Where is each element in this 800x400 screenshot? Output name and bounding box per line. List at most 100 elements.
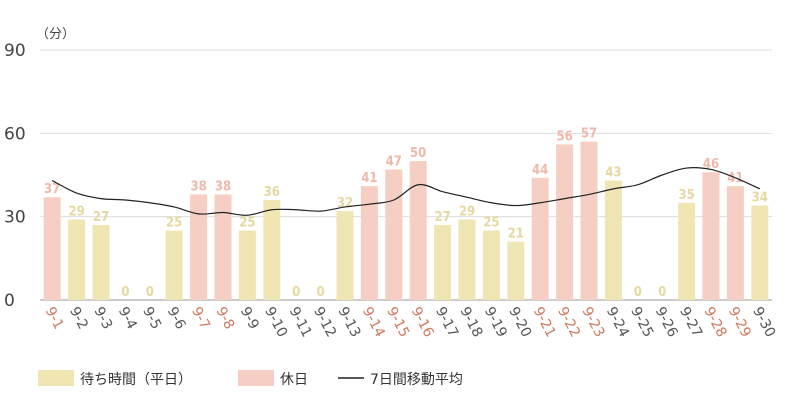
moving-average-layer	[51, 167, 761, 216]
data-label: 38	[190, 179, 206, 194]
x-tick-label: 9-13	[334, 304, 363, 340]
bar	[165, 230, 183, 300]
data-label: 27	[93, 210, 109, 225]
bar	[43, 197, 61, 300]
bar	[385, 169, 403, 300]
bar	[678, 202, 696, 300]
x-tick-label: 9-6	[164, 304, 189, 332]
legend: 待ち時間（平日） 休日 7日間移動平均	[38, 370, 463, 388]
bar	[360, 186, 378, 300]
data-label: 21	[508, 227, 524, 242]
y-tick-label: 30	[4, 208, 26, 228]
x-tick-label: 9-7	[188, 304, 213, 332]
data-label: 0	[317, 285, 325, 300]
x-tick-label: 9-19	[481, 304, 510, 340]
data-label: 50	[410, 146, 426, 161]
data-label: 41	[361, 171, 377, 186]
x-tick-label: 9-25	[627, 304, 656, 340]
x-tick-label: 9-2	[66, 304, 91, 332]
x-tick-label: 9-30	[749, 304, 778, 340]
bar	[214, 194, 232, 300]
data-label: 47	[386, 154, 402, 169]
x-tick-label: 9-22	[554, 304, 583, 340]
x-tick-label: 9-1	[42, 304, 67, 332]
data-label: 34	[752, 191, 768, 206]
bar	[458, 219, 476, 300]
x-tick-label: 9-11	[286, 304, 315, 340]
bar	[482, 230, 500, 300]
x-tick-label: 9-9	[237, 304, 262, 332]
legend-swatch-weekday	[38, 370, 74, 386]
bar	[68, 219, 86, 300]
data-label: 37	[44, 182, 60, 197]
x-tick-label: 9-20	[505, 304, 534, 340]
moving-average-line	[51, 167, 761, 216]
bar	[434, 225, 452, 300]
legend-label-holiday: 休日	[280, 372, 308, 388]
data-label: 57	[581, 127, 597, 142]
y-axis: 0 30 60 90	[4, 41, 26, 311]
bar	[190, 194, 208, 300]
y-unit-label: （分）	[36, 27, 75, 42]
data-label: 35	[678, 188, 694, 203]
y-tick-label: 60	[4, 124, 26, 144]
data-label: 43	[605, 166, 621, 181]
x-tick-label: 9-21	[530, 304, 559, 340]
y-tick-label: 0	[4, 291, 15, 311]
data-label: 25	[166, 216, 182, 231]
x-tick-label: 9-17	[432, 304, 461, 340]
x-tick-label: 9-5	[139, 304, 164, 332]
bar	[556, 144, 574, 300]
data-label: 29	[459, 204, 475, 219]
x-tick-label: 9-14	[359, 304, 388, 340]
grid-layer	[40, 49, 772, 301]
x-tick-label: 9-26	[652, 304, 681, 340]
bar	[263, 200, 281, 300]
data-label: 0	[658, 285, 666, 300]
x-tick-label: 9-27	[676, 304, 705, 340]
x-tick-label: 9-29	[725, 304, 754, 340]
bar	[751, 205, 769, 300]
data-label: 36	[264, 185, 280, 200]
bar	[336, 211, 354, 300]
x-axis: 9-1 9-2 9-3 9-4 9-5 9-6 9-7 9-8 9-9 9-109-119-129…	[42, 304, 779, 340]
bar	[409, 161, 427, 300]
x-tick-label: 9-23	[578, 304, 607, 340]
data-label: 38	[215, 179, 231, 194]
x-tick-label: 9-16	[408, 304, 437, 340]
data-label: 0	[634, 285, 642, 300]
data-label: 0	[146, 285, 154, 300]
x-tick-label: 9-8	[212, 304, 237, 332]
x-tick-label: 9-18	[456, 304, 485, 340]
x-tick-label: 9-3	[90, 304, 115, 332]
data-label: 29	[68, 204, 84, 219]
x-tick-label: 9-12	[310, 304, 339, 340]
bar	[702, 172, 720, 300]
data-label: 25	[483, 216, 499, 231]
data-label: 44	[532, 163, 548, 178]
data-label: 27	[434, 210, 450, 225]
bar	[531, 177, 549, 300]
data-label: 0	[292, 285, 300, 300]
bar	[726, 186, 744, 300]
bar	[604, 180, 622, 300]
data-label: 41	[727, 171, 743, 186]
legend-swatch-holiday	[238, 370, 274, 386]
data-label: 56	[556, 129, 572, 144]
data-label: 32	[337, 196, 353, 211]
x-tick-label: 9-15	[383, 304, 412, 340]
bar	[238, 230, 256, 300]
bar	[92, 225, 110, 300]
y-tick-label: 90	[4, 41, 26, 61]
bar	[580, 141, 598, 300]
x-tick-label: 9-10	[261, 304, 290, 340]
x-tick-label: 9-28	[700, 304, 729, 340]
data-label: 25	[239, 216, 255, 231]
data-labels-layer: 37 29 27 0 0 25 38 38 25 36 0 0 32 41 47 50 27 29 25 21 44 56…	[44, 127, 768, 300]
bar	[507, 241, 525, 300]
x-tick-label: 9-24	[603, 304, 632, 340]
legend-label-weekday: 待ち時間（平日）	[80, 372, 192, 388]
data-label: 0	[121, 285, 129, 300]
